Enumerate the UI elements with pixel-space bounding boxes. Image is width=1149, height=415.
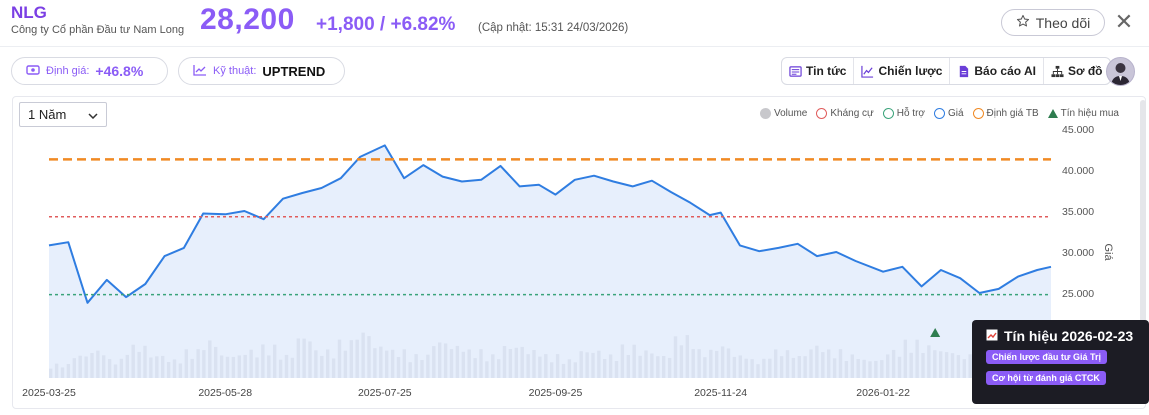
- x-tick-label: 2025-05-28: [198, 387, 252, 399]
- range-select-value: 1 Năm: [28, 107, 67, 122]
- price-area: [49, 145, 1051, 378]
- tooltip-tag: Chiến lược đầu tư Giá Trị: [986, 350, 1107, 364]
- news-label: Tin tức: [806, 64, 847, 78]
- legend-avg-valuation[interactable]: Định giá TB: [972, 108, 1039, 119]
- y-axis-label: Giá: [1102, 243, 1114, 261]
- legend-dot-icon: [882, 108, 894, 119]
- valuation-label: Định giá:: [46, 65, 90, 77]
- strategy-button[interactable]: Chiến lược: [854, 58, 951, 84]
- legend-label: Kháng cự: [830, 108, 874, 119]
- technical-value: UPTREND: [262, 63, 326, 79]
- y-tick-label: 35.000: [1062, 206, 1094, 218]
- follow-label: Theo dõi: [1035, 14, 1091, 31]
- valuation-icon: [26, 64, 40, 79]
- chart-legend: Volume Kháng cự Hỗ trợ Giá Định giá TB T…: [760, 108, 1119, 119]
- x-tick-label: 2025-03-25: [22, 387, 76, 399]
- legend-dot-icon: [760, 108, 771, 119]
- news-button[interactable]: Tin tức: [782, 58, 855, 84]
- ticker-symbol: NLG: [11, 3, 47, 22]
- legend-dot-icon: [972, 108, 984, 119]
- valuation-pill[interactable]: Định giá: +46.8%: [11, 57, 168, 85]
- sitemap-icon: [1051, 65, 1064, 77]
- legend-label: Volume: [774, 108, 808, 119]
- legend-buy-signal[interactable]: Tín hiệu mua: [1047, 108, 1119, 119]
- toolbar: Tin tức Chiến lược Báo cáo AI Sơ đồ: [781, 57, 1111, 85]
- signal-tooltip: Tín hiệu 2026-02-23 Chiến lược đầu tư Gi…: [972, 320, 1149, 404]
- technical-pill[interactable]: Kỹ thuật: UPTREND: [178, 57, 345, 85]
- tooltip-tag: Cơ hội từ đánh giá CTCK: [986, 371, 1106, 385]
- price-line: [48, 144, 1052, 304]
- updated-timestamp: (Cập nhật: 15:31 24/03/2026): [478, 22, 629, 34]
- avatar[interactable]: [1106, 57, 1135, 86]
- chart-line-icon: [861, 65, 874, 78]
- y-tick-label: 40.000: [1062, 165, 1094, 177]
- company-name: Công ty Cổ phần Đầu tư Nam Long: [11, 24, 185, 36]
- x-tick-label: 2025-09-25: [529, 387, 583, 399]
- header-divider: [0, 46, 1149, 47]
- document-icon: [960, 65, 969, 77]
- close-icon[interactable]: ✕: [1114, 9, 1134, 34]
- x-tick-label: 2025-11-24: [694, 387, 747, 399]
- newspaper-icon: [789, 65, 802, 77]
- chart-icon: [986, 328, 998, 344]
- strategy-label: Chiến lược: [878, 64, 943, 78]
- ai-report-button[interactable]: Báo cáo AI: [950, 58, 1044, 84]
- legend-label: Giá: [947, 108, 964, 119]
- star-icon: [1016, 14, 1030, 31]
- legend-label: Tín hiệu mua: [1060, 108, 1119, 119]
- technical-label: Kỹ thuật:: [213, 65, 257, 77]
- legend-volume[interactable]: Volume: [760, 108, 807, 119]
- tooltip-title: Tín hiệu 2026-02-23: [1004, 328, 1134, 344]
- x-tick-label: 2025-07-25: [358, 387, 412, 399]
- buy-signal-marker: [930, 328, 941, 337]
- triangle-up-icon: [1047, 109, 1058, 118]
- legend-label: Hỗ trợ: [896, 108, 925, 119]
- y-tick-label: 25.000: [1062, 288, 1094, 300]
- diagram-button[interactable]: Sơ đồ: [1044, 58, 1110, 84]
- follow-button[interactable]: Theo dõi: [1001, 9, 1105, 36]
- legend-dot-icon: [933, 108, 945, 119]
- y-tick-label: 30.000: [1062, 247, 1094, 259]
- valuation-value: +46.8%: [95, 63, 144, 79]
- legend-label: Định giá TB: [986, 108, 1039, 119]
- current-price: 28,200: [200, 3, 295, 36]
- vertical-scrollbar[interactable]: [1140, 100, 1146, 400]
- range-select[interactable]: 1 Năm: [19, 102, 107, 127]
- legend-support[interactable]: Hỗ trợ: [882, 108, 925, 119]
- y-tick-label: 45.000: [1062, 124, 1094, 136]
- legend-dot-icon: [816, 108, 828, 119]
- diagram-label: Sơ đồ: [1067, 64, 1103, 78]
- trend-icon: [193, 64, 207, 79]
- ai-report-label: Báo cáo AI: [974, 64, 1036, 78]
- chevron-down-icon: [88, 107, 98, 122]
- legend-resistance[interactable]: Kháng cự: [816, 108, 874, 119]
- price-change: +1,800 / +6.82%: [316, 14, 456, 35]
- x-tick-label: 2026-01-22: [856, 387, 910, 399]
- legend-price[interactable]: Giá: [933, 108, 964, 119]
